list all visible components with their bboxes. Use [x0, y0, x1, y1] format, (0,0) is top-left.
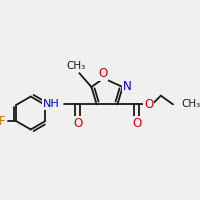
Text: O: O [132, 117, 141, 130]
Text: CH₃: CH₃ [182, 99, 200, 109]
Text: O: O [144, 98, 153, 111]
Text: NH: NH [43, 99, 59, 109]
Text: F: F [0, 115, 6, 128]
Text: O: O [98, 67, 107, 80]
Text: CH₃: CH₃ [66, 61, 85, 71]
Text: N: N [123, 80, 131, 93]
Text: O: O [73, 117, 82, 130]
